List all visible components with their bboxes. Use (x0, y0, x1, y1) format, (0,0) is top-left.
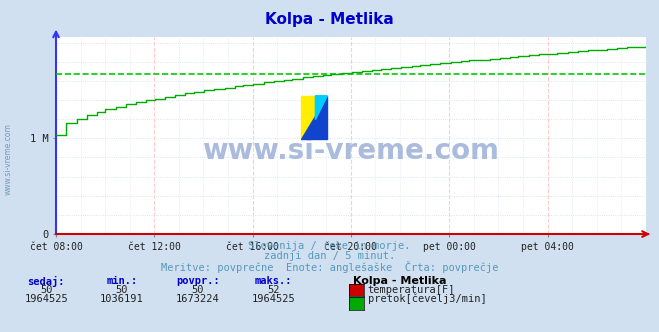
Text: min.:: min.: (106, 276, 138, 286)
Text: 1964525: 1964525 (24, 294, 68, 304)
Text: zadnji dan / 5 minut.: zadnji dan / 5 minut. (264, 251, 395, 261)
Text: povpr.:: povpr.: (176, 276, 219, 286)
Text: www.si-vreme.com: www.si-vreme.com (202, 137, 500, 165)
Text: sedaj:: sedaj: (28, 276, 65, 287)
Text: Slovenija / reke in morje.: Slovenija / reke in morje. (248, 241, 411, 251)
Text: www.si-vreme.com: www.si-vreme.com (3, 124, 13, 195)
Text: 1036191: 1036191 (100, 294, 144, 304)
Text: 1964525: 1964525 (252, 294, 295, 304)
Text: Kolpa - Metlika: Kolpa - Metlika (265, 12, 394, 27)
Polygon shape (301, 96, 328, 139)
Polygon shape (316, 96, 328, 120)
Text: 50: 50 (40, 285, 52, 294)
Text: 50: 50 (116, 285, 128, 294)
Text: pretok[čevelj3/min]: pretok[čevelj3/min] (368, 294, 486, 304)
Text: temperatura[F]: temperatura[F] (368, 285, 455, 294)
Text: maks.:: maks.: (255, 276, 292, 286)
Text: 1673224: 1673224 (176, 294, 219, 304)
Polygon shape (301, 96, 328, 139)
Text: Meritve: povprečne  Enote: anglešaške  Črta: povprečje: Meritve: povprečne Enote: anglešaške Črt… (161, 261, 498, 273)
Text: 50: 50 (192, 285, 204, 294)
Text: Kolpa - Metlika: Kolpa - Metlika (353, 276, 446, 286)
Text: 52: 52 (268, 285, 279, 294)
